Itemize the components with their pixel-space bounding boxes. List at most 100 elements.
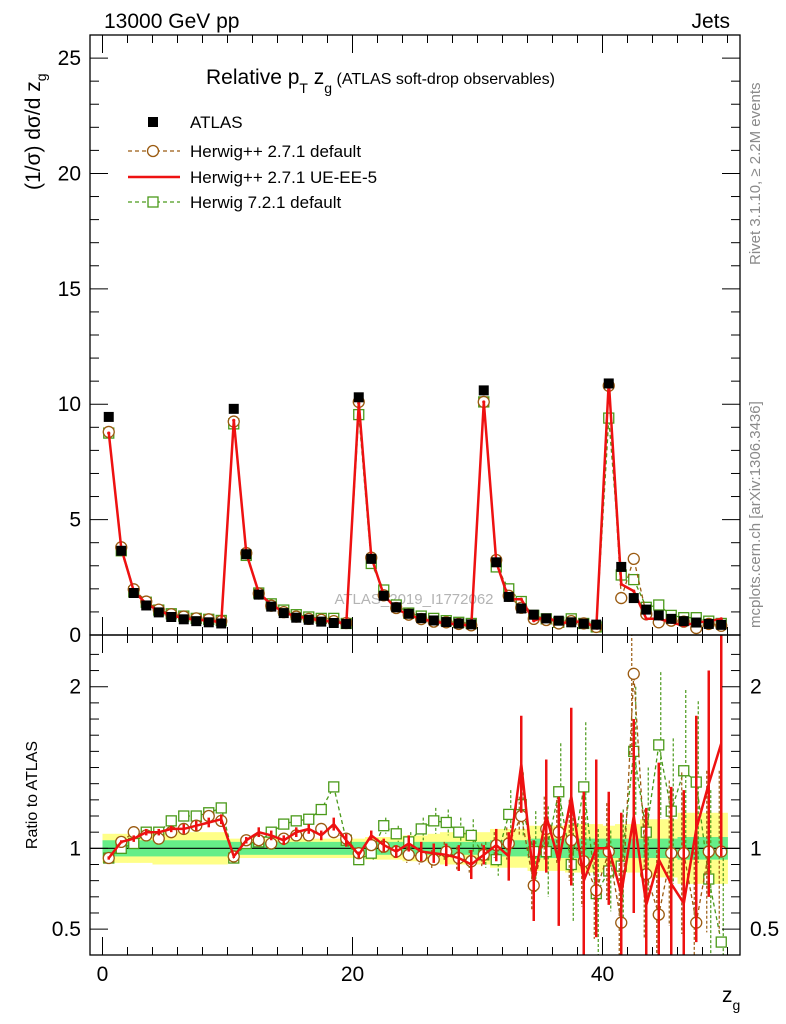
legend-atlas-marker [148, 117, 158, 127]
data-point-atlas [291, 612, 302, 623]
data-point-atlas [591, 619, 602, 630]
y-tick-label-main: 15 [58, 278, 81, 301]
plot-title: Relative pT zg (ATLAS soft-drop observab… [206, 66, 555, 96]
y-tick-label-ratio: 1 [69, 837, 81, 860]
data-point-atlas [341, 618, 352, 629]
y-axis-label-main-sub: g [33, 73, 49, 81]
legend-herwigpp-default-label: Herwig++ 2.7.1 default [190, 142, 361, 161]
data-point-herwig7 [428, 815, 440, 827]
main-plot-frame [89, 34, 741, 636]
axis-ticks: 0 20 40 0 5 10 15 20 25 0.5 0.5 1 1 2 2 [52, 35, 779, 986]
data-point-herwigpp-ueee5 [232, 418, 236, 422]
data-point-atlas [191, 616, 202, 627]
data-point-herwig7 [165, 815, 177, 827]
y-axis-label-main: (1/σ) dσ/d zg [22, 73, 49, 190]
data-point-herwig7 [315, 803, 327, 816]
ratio-plot-series [102, 635, 728, 955]
legend-herwigpp-default-marker [146, 144, 160, 158]
data-point-atlas [178, 614, 189, 625]
data-point-herwig7 [415, 823, 427, 835]
title-sub-g: g [324, 80, 332, 96]
data-point-herwigpp-ueee5 [719, 617, 723, 621]
data-point-atlas [641, 604, 652, 615]
data-point-atlas [466, 619, 477, 630]
data-point-herwig7 [178, 810, 190, 822]
series-line [107, 742, 723, 907]
data-point-herwig7 [290, 815, 302, 827]
y-tick-label-ratio-right: 2 [750, 676, 762, 699]
data-point-atlas [441, 617, 452, 628]
data-point-herwig7 [653, 739, 665, 751]
data-point-atlas [616, 561, 627, 572]
data-point-herwig7 [715, 936, 727, 948]
data-point-herwig7 [215, 802, 227, 814]
data-point-herwig7 [303, 813, 315, 825]
data-point-atlas [516, 603, 527, 614]
analysis-watermark: ATLAS_2019_I1772062 [334, 591, 493, 608]
series-line [108, 673, 722, 923]
x-tick-label: 40 [591, 963, 614, 986]
x-tick-label: 20 [341, 963, 364, 986]
data-point-atlas [141, 600, 152, 611]
data-point-herwig7 [553, 786, 565, 798]
y-tick-label-ratio-right: 0.5 [750, 918, 779, 941]
data-point-atlas [603, 378, 614, 389]
y-axis-label-ratio: Ratio to ATLAS [24, 741, 41, 849]
y-tick-label-main: 0 [69, 624, 81, 647]
data-point-atlas [116, 545, 127, 556]
data-point-herwig7 [390, 828, 402, 840]
data-point-herwig7 [578, 781, 590, 793]
data-point-atlas [166, 612, 177, 622]
data-point-atlas [578, 618, 589, 629]
mcplots-reference-label: mcplots.cern.ch [arXiv:1306.3436] [747, 401, 764, 628]
main-plot-series [102, 378, 728, 635]
data-point-herwigpp-ueee5 [532, 619, 536, 623]
legend-herwigpp-ueee5-label: Herwig++ 2.7.1 UE-EE-5 [190, 168, 377, 187]
data-point-atlas [416, 613, 427, 624]
data-point-atlas [216, 618, 227, 629]
rivet-version-label: Rivet 3.1.10, ≥ 2.2M events [747, 83, 764, 266]
x-tick-label: 0 [97, 963, 109, 986]
data-point-atlas [303, 614, 314, 625]
data-point-atlas [478, 385, 489, 396]
data-point-atlas [541, 613, 552, 624]
data-point-herwig7 [453, 826, 465, 838]
data-point-atlas [103, 411, 114, 422]
y-tick-label-main: 25 [58, 47, 81, 70]
data-point-herwig7 [328, 781, 340, 793]
data-point-atlas [678, 616, 689, 627]
data-point-atlas [703, 618, 714, 629]
data-point-atlas [203, 617, 214, 628]
legend: ATLAS Herwig++ 2.7.1 default Herwig++ 2.… [128, 113, 377, 212]
data-point-herwigpp-default [627, 552, 640, 565]
data-point-atlas [316, 616, 327, 627]
data-point-atlas [503, 591, 514, 602]
header-jets-label: Jets [691, 10, 730, 33]
y-tick-label-ratio-right: 1 [750, 837, 762, 860]
legend-atlas-label: ATLAS [190, 113, 243, 132]
data-point-atlas [228, 403, 239, 414]
y-tick-label-main: 5 [69, 509, 81, 532]
data-point-atlas [428, 615, 439, 626]
data-point-atlas [528, 609, 539, 620]
data-point-herwig7 [503, 808, 515, 821]
data-point-herwig7 [440, 816, 452, 829]
data-point-atlas [253, 589, 264, 600]
data-point-herwigpp-ueee5 [482, 400, 486, 404]
x-axis-label-sub: g [733, 997, 741, 1013]
title-sub-t: T [299, 80, 308, 96]
data-point-atlas [403, 608, 414, 619]
data-point-atlas [453, 618, 464, 629]
y-axis-label-main-text: (1/σ) dσ/d z [22, 81, 45, 190]
data-point-atlas [241, 549, 252, 560]
data-point-atlas [328, 618, 339, 628]
data-point-herwig7 [378, 820, 390, 832]
data-point-atlas [366, 553, 377, 564]
data-point-herwig7 [278, 818, 290, 830]
data-point-atlas [666, 613, 677, 624]
data-point-herwig7 [653, 599, 665, 611]
data-point-atlas [653, 610, 664, 621]
data-point-herwigpp-ueee5 [107, 431, 111, 435]
header-energy-label: 13000 GeV pp [104, 10, 239, 33]
